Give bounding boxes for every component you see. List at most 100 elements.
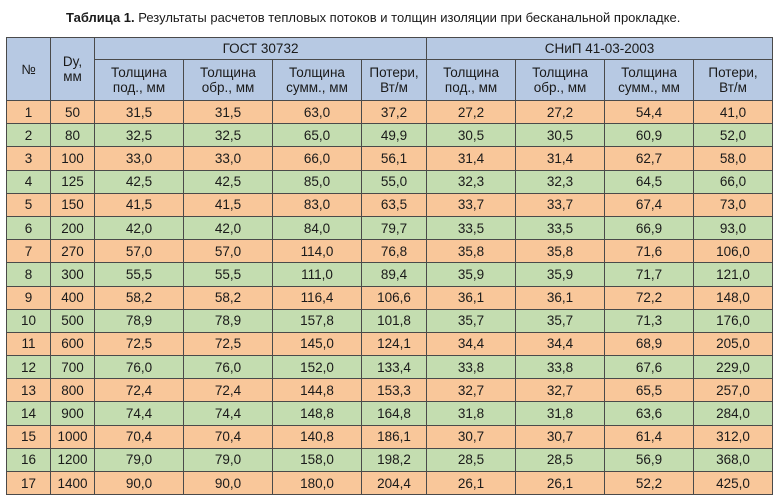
- table-cell: 68,9: [604, 331, 695, 357]
- table-cell: 79,0: [94, 447, 184, 473]
- table-cell: 70,4: [183, 424, 273, 449]
- table-cell: 33,0: [94, 146, 184, 171]
- table-cell: 148,0: [693, 285, 774, 310]
- table-row: 3 100 33,0 33,0 66,0 56,1 31,4 31,4 62,7 58,0: [6, 146, 774, 171]
- table-row: 13 800 72,4 72,4 144,8 153,3 32,7 32,7 65,5 257,0: [6, 378, 774, 403]
- subheader-cell: Толщина сумм., мм: [272, 59, 362, 101]
- table-cell: 33,5: [515, 215, 606, 241]
- table-cell: 41,0: [693, 99, 774, 125]
- table-cell: 64,5: [604, 169, 695, 194]
- table-cell: 31,8: [426, 401, 517, 426]
- table-cell: 8: [6, 262, 51, 287]
- table-cell: 33,5: [426, 215, 517, 241]
- table-cell: 12: [6, 355, 51, 380]
- table-cell: 125: [50, 169, 95, 194]
- table-row: 8 300 55,5 55,5 111,0 89,4 35,9 35,9 71,7 121,0: [6, 262, 774, 287]
- table-cell: 85,0: [272, 169, 362, 194]
- table-cell: 148,8: [272, 401, 362, 426]
- table-row: 17 1400 90,0 90,0 180,0 204,4 26,1 26,1 52,2 425,…: [6, 470, 774, 495]
- table-cell: 4: [6, 169, 51, 194]
- header-group-snip: СНиП 41-03-2003: [426, 37, 774, 60]
- table-cell: 60,9: [604, 123, 695, 148]
- table-cell: 93,0: [693, 215, 774, 241]
- table-cell: 31,4: [426, 146, 517, 171]
- table-cell: 257,0: [693, 378, 774, 403]
- subheader-cell: Потери, Вт/м: [693, 59, 774, 101]
- table-cell: 36,1: [426, 285, 517, 310]
- table-cell: 42,5: [94, 169, 184, 194]
- table-cell: 55,5: [183, 262, 273, 287]
- table-cell: 65,0: [272, 123, 362, 148]
- table-row: 11 600 72,5 72,5 145,0 124,1 34,4 34,4 68,9 205,0: [6, 331, 774, 357]
- table-cell: 42,5: [183, 169, 273, 194]
- table-cell: 26,1: [426, 470, 517, 495]
- table-caption: Таблица 1. Результаты расчетов тепловых …: [66, 10, 680, 25]
- table-row: 5 150 41,5 41,5 83,0 63,5 33,7 33,7 67,4 73,0: [6, 192, 774, 217]
- table-cell: 73,0: [693, 192, 774, 217]
- table-cell: 78,9: [94, 308, 184, 333]
- table-cell: 200: [50, 215, 95, 241]
- subheader-line: Толщина: [111, 65, 167, 80]
- subheader-cell: Толщина обр., мм: [515, 59, 606, 101]
- table-cell: 55,5: [94, 262, 184, 287]
- table-cell: 41,5: [183, 192, 273, 217]
- table-cell: 66,0: [272, 146, 362, 171]
- table-cell: 1200: [50, 447, 95, 473]
- table-cell: 28,5: [426, 447, 517, 473]
- table-cell: 31,5: [94, 99, 184, 125]
- table-cell: 65,5: [604, 378, 695, 403]
- table-row: 1 50 31,5 31,5 63,0 37,2 27,2 27,2 54,4 41,0: [6, 99, 774, 125]
- table-cell: 50: [50, 99, 95, 125]
- table-cell: 90,0: [94, 470, 184, 495]
- table-cell: 90,0: [183, 470, 273, 495]
- table-cell: 133,4: [360, 355, 428, 380]
- table-cell: 198,2: [360, 447, 428, 473]
- table-row: 6 200 42,0 42,0 84,0 79,7 33,5 33,5 66,9 93,0: [6, 215, 774, 241]
- table-cell: 425,0: [693, 470, 774, 495]
- table-cell: 111,0: [272, 262, 362, 287]
- table-cell: 124,1: [360, 331, 428, 357]
- table-cell: 153,3: [360, 378, 428, 403]
- table-cell: 700: [50, 355, 95, 380]
- table-cell: 121,0: [693, 262, 774, 287]
- table-cell: 67,4: [604, 192, 695, 217]
- table-cell: 32,5: [94, 123, 184, 148]
- subheader-line: сумм., мм: [618, 80, 680, 95]
- table-cell: 600: [50, 331, 95, 357]
- subheader-row: Толщина под., мм Толщина обр., мм Толщина сум…: [7, 59, 774, 101]
- table-cell: 140,8: [272, 424, 362, 449]
- table-cell: 42,0: [94, 215, 184, 241]
- table-cell: 54,4: [604, 99, 695, 125]
- table-row: 2 80 32,5 32,5 65,0 49,9 30,5 30,5 60,9 52,0: [6, 123, 774, 148]
- table-cell: 30,7: [426, 424, 517, 449]
- table-cell: 56,1: [360, 146, 428, 171]
- subheader-line: Толщина: [443, 65, 499, 80]
- table-cell: 72,2: [604, 285, 695, 310]
- table-cell: 106,6: [360, 285, 428, 310]
- table-cell: 17: [6, 470, 51, 495]
- header-dy-line2: мм: [63, 69, 82, 84]
- table-cell: 33,7: [426, 192, 517, 217]
- table-cell: 63,0: [272, 99, 362, 125]
- table-cell: 2: [6, 123, 51, 148]
- table-cell: 62,7: [604, 146, 695, 171]
- table-cell: 70,4: [94, 424, 184, 449]
- table-cell: 11: [6, 331, 51, 357]
- table-cell: 33,8: [515, 355, 606, 380]
- table-cell: 180,0: [272, 470, 362, 495]
- table-cell: 35,9: [515, 262, 606, 287]
- table-cell: 66,9: [604, 215, 695, 241]
- table-cell: 52,0: [693, 123, 774, 148]
- table-cell: 56,9: [604, 447, 695, 473]
- table-cell: 35,8: [426, 239, 517, 264]
- table-cell: 26,1: [515, 470, 606, 495]
- table-cell: 36,1: [515, 285, 606, 310]
- table-cell: 158,0: [272, 447, 362, 473]
- subheader-cell: Толщина под., мм: [426, 59, 517, 101]
- table-cell: 84,0: [272, 215, 362, 241]
- table-cell: 7: [6, 239, 51, 264]
- subheader-line: Потери,: [369, 65, 419, 80]
- header-group-gost: ГОСТ 30732: [93, 37, 428, 60]
- table-cell: 42,0: [183, 215, 273, 241]
- results-table: № Dy, мм ГОСТ 30732 СНиП 41-03-2003 Толщ…: [6, 37, 774, 495]
